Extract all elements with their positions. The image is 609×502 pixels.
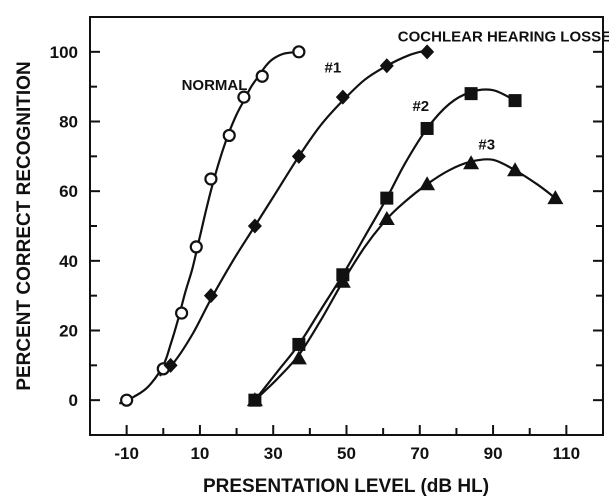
- marker-normal: [120, 393, 134, 407]
- curve-loss-2: [254, 88, 516, 401]
- marker-normal: [204, 172, 218, 186]
- marker-normal: [175, 306, 189, 320]
- marker-loss-2: [292, 337, 306, 351]
- fit-curves: [118, 49, 557, 405]
- marker-loss-1: [163, 357, 178, 373]
- marker-loss-1: [335, 89, 350, 105]
- marker-loss-1: [420, 44, 435, 60]
- annotation-label: #3: [478, 136, 495, 153]
- x-tick-label: 50: [337, 444, 356, 463]
- marker-loss-1: [203, 288, 218, 304]
- marker-loss-2: [420, 121, 434, 135]
- y-tick-label: 60: [59, 182, 78, 201]
- marker-loss-1: [379, 58, 394, 74]
- y-tick-label: 40: [59, 252, 78, 271]
- marker-loss-2: [464, 87, 478, 101]
- marker-loss-3: [547, 190, 564, 205]
- x-tick-label: -10: [114, 444, 139, 463]
- marker-loss-3: [507, 162, 524, 177]
- y-tick-label: 100: [50, 43, 78, 62]
- marker-loss-3: [378, 211, 395, 226]
- x-tick-label: 30: [264, 444, 283, 463]
- marker-loss-2: [380, 191, 394, 205]
- marker-loss-3: [246, 392, 263, 407]
- marker-normal: [222, 128, 236, 143]
- marker-loss-3: [419, 176, 436, 191]
- annotation-label: #1: [325, 60, 342, 77]
- marker-normal: [189, 240, 203, 254]
- y-tick-label: 0: [69, 391, 78, 410]
- curve-normal: [118, 50, 300, 405]
- x-tick-label: 110: [553, 444, 580, 463]
- annotation-label: #2: [412, 98, 429, 115]
- y-axis-title: PERCENT CORRECT RECOGNITION: [14, 61, 35, 390]
- marker-loss-1: [291, 148, 306, 164]
- axis-ticks: -10 10 30 50 70 90 110 0 20 40 60 80 100: [50, 43, 603, 463]
- y-tick-label: 80: [59, 113, 78, 132]
- marker-normal: [292, 45, 306, 59]
- x-tick-label: 70: [410, 444, 429, 463]
- marker-loss-1: [247, 218, 262, 234]
- marker-loss-3: [463, 155, 480, 170]
- annotation-label: COCHLEAR HEARING LOSSES: [398, 28, 609, 45]
- x-tick-label: 10: [190, 444, 209, 463]
- marker-loss-3: [334, 273, 351, 288]
- marker-normal: [237, 90, 251, 104]
- y-tick-label: 20: [59, 322, 78, 341]
- marker-loss-2: [508, 94, 522, 108]
- marker-loss-3: [290, 350, 307, 365]
- marker-normal: [255, 69, 269, 83]
- data-markers: [120, 44, 564, 407]
- x-axis-title: PRESENTATION LEVEL (dB HL): [203, 476, 489, 497]
- x-tick-label: 90: [484, 444, 503, 463]
- annotation-label: NORMAL: [182, 77, 248, 94]
- annotations: COCHLEAR HEARING LOSSES NORMAL #1 #2 #3: [182, 28, 609, 153]
